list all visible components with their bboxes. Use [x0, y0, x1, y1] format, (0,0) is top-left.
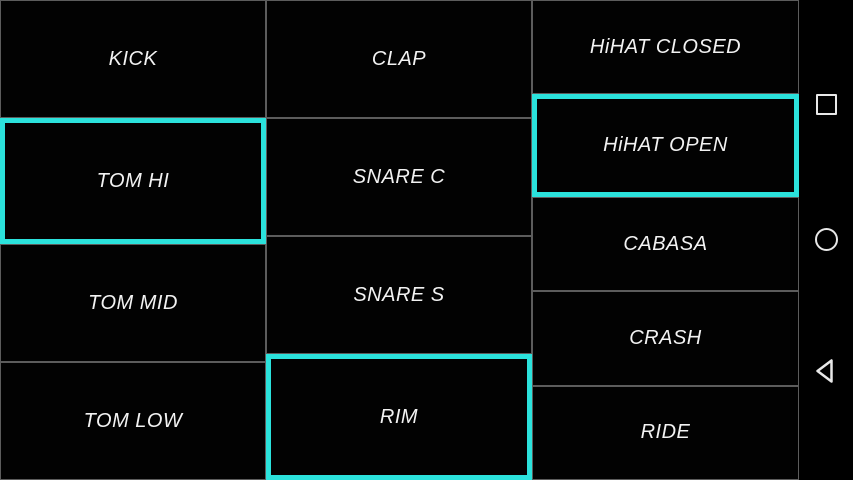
pad-snare-s-label: SNARE S	[353, 283, 445, 306]
pad-rim[interactable]: RIM	[266, 354, 532, 480]
pad-cabasa[interactable]: CABASA	[532, 196, 799, 292]
circle-icon	[814, 227, 838, 251]
pad-tom-hi-label: TOM HI	[96, 169, 170, 192]
recents-button[interactable]	[811, 89, 841, 119]
drum-pad-grid: KICK TOM HI TOM MID TOM LOW CLAP SNARE C…	[0, 0, 799, 480]
pad-kick-label: KICK	[108, 47, 158, 70]
pad-snare-c-label: SNARE C	[352, 165, 446, 188]
pad-hihat-closed-label: HiHAT CLOSED	[589, 35, 742, 58]
pad-clap[interactable]: CLAP	[266, 0, 532, 118]
pad-crash-label: CRASH	[629, 326, 702, 349]
pad-tom-hi[interactable]: TOM HI	[0, 118, 266, 244]
pad-snare-s[interactable]: SNARE S	[266, 236, 532, 354]
android-navigation-bar	[799, 0, 853, 480]
triangle-left-icon	[816, 359, 833, 383]
pad-tom-low-label: TOM LOW	[83, 409, 183, 432]
back-button[interactable]	[811, 356, 841, 386]
pad-rim-label: RIM	[379, 405, 419, 428]
pad-crash[interactable]: CRASH	[532, 291, 799, 386]
pad-ride-label: RIDE	[640, 421, 691, 444]
pad-hihat-open[interactable]: HiHAT OPEN	[532, 94, 799, 197]
pad-tom-low[interactable]: TOM LOW	[0, 362, 266, 480]
pad-tom-mid-label: TOM MID	[88, 291, 178, 314]
pad-column-2: CLAP SNARE C SNARE S RIM	[266, 0, 532, 480]
pad-clap-label: CLAP	[371, 47, 427, 70]
pad-snare-c[interactable]: SNARE C	[266, 118, 532, 236]
pad-cabasa-label: CABASA	[623, 232, 708, 255]
pad-tom-mid[interactable]: TOM MID	[0, 244, 266, 362]
pad-kick[interactable]: KICK	[0, 0, 266, 118]
home-button[interactable]	[811, 224, 841, 254]
pad-hihat-closed[interactable]: HiHAT CLOSED	[532, 0, 799, 95]
pad-ride[interactable]: RIDE	[532, 385, 799, 480]
pad-hihat-open-label: HiHAT OPEN	[603, 134, 728, 157]
square-icon	[815, 93, 837, 115]
pad-column-3: HiHAT CLOSED HiHAT OPEN CABASA CRASH RID…	[532, 0, 799, 480]
pad-column-1: KICK TOM HI TOM MID TOM LOW	[0, 0, 266, 480]
